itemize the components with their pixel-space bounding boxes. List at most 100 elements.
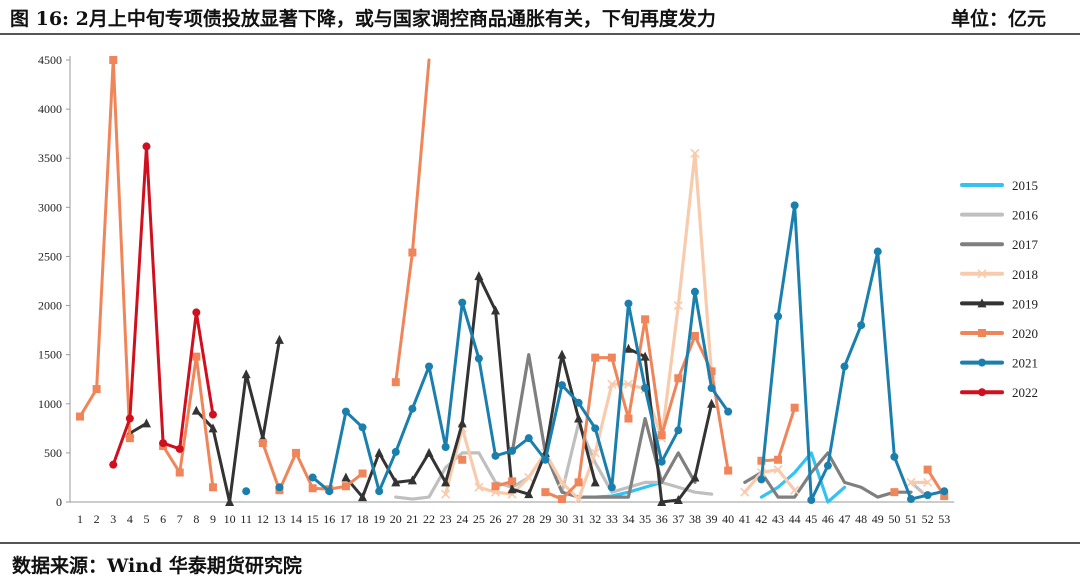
data-point	[474, 482, 484, 492]
data-point	[391, 378, 400, 387]
data-point-stroke	[574, 494, 584, 504]
y-tick-label: 1000	[38, 397, 62, 411]
x-tick-label: 23	[440, 512, 452, 526]
x-tick-label: 27	[506, 512, 518, 526]
data-point	[923, 477, 933, 487]
data-point	[125, 434, 134, 443]
data-point-stroke	[977, 269, 987, 279]
data-point	[690, 472, 700, 482]
chart-legend: 2015 2016 2017 2018 2019 2020 2021 2022	[960, 178, 1039, 400]
legend-label: 2018	[1012, 267, 1038, 282]
data-source: 数据来源：Wind 华泰期货研究院	[12, 555, 302, 577]
data-point	[623, 379, 634, 389]
data-point	[308, 484, 317, 493]
x-tick-label: 52	[922, 512, 934, 526]
x-tick-label: 37	[672, 512, 684, 526]
header-divider	[0, 33, 1080, 35]
x-tick-label: 46	[822, 512, 834, 526]
data-point	[707, 367, 716, 376]
data-point-stroke	[740, 487, 750, 497]
data-point	[241, 369, 251, 379]
legend-label: 2022	[1012, 385, 1038, 400]
y-tick-label: 2500	[38, 249, 62, 263]
x-tick-label: 33	[606, 512, 618, 526]
data-point	[375, 487, 384, 496]
data-point	[508, 446, 517, 455]
x-tick-label: 22	[423, 512, 435, 526]
data-point	[225, 497, 235, 506]
x-tick-label: 4	[127, 512, 133, 526]
data-point	[159, 439, 168, 448]
data-point	[341, 407, 350, 416]
data-point	[341, 482, 350, 491]
data-point	[192, 352, 201, 361]
data-point	[457, 418, 467, 428]
data-point	[191, 405, 201, 415]
unit-label: 单位：亿元	[950, 8, 1046, 30]
series-line	[311, 290, 730, 493]
data-point	[673, 495, 683, 505]
x-tick-label: 16	[323, 512, 335, 526]
data-point	[374, 447, 384, 457]
data-point	[607, 379, 617, 389]
data-point	[673, 300, 683, 311]
data-point	[491, 482, 500, 491]
data-point	[774, 312, 783, 321]
x-tick-label: 3	[110, 512, 116, 526]
series-layer	[76, 56, 949, 506]
data-point	[258, 439, 267, 448]
data-point-stroke	[607, 379, 617, 389]
data-point	[724, 466, 733, 475]
data-point	[341, 472, 351, 482]
data-point	[940, 492, 949, 501]
data-point	[292, 448, 301, 457]
y-tick-label: 3000	[38, 200, 62, 214]
data-point	[773, 465, 783, 475]
x-tick-label: 43	[772, 512, 784, 526]
data-point	[807, 496, 816, 505]
x-tick-label: 40	[722, 512, 734, 526]
x-tick-label: 2	[94, 512, 100, 526]
data-point	[141, 418, 151, 428]
footer-divider	[0, 542, 1080, 544]
data-point	[441, 442, 450, 451]
data-point	[441, 489, 451, 499]
data-point	[109, 460, 118, 469]
legend-label: 2015	[1012, 178, 1038, 193]
x-tick-label: 32	[589, 512, 601, 526]
x-tick-label: 21	[406, 512, 418, 526]
data-point	[890, 488, 899, 497]
x-tick-label: 49	[872, 512, 884, 526]
data-point	[641, 384, 650, 393]
x-tick-label: 13	[273, 512, 285, 526]
data-point	[640, 351, 650, 361]
data-point	[125, 414, 134, 423]
data-point	[690, 287, 699, 296]
data-point	[541, 488, 550, 497]
data-point	[491, 451, 500, 460]
data-point	[424, 447, 434, 457]
legend-item-2019: 2019	[960, 296, 1038, 311]
x-tick-label: 31	[573, 512, 585, 526]
series-line	[743, 451, 913, 499]
data-point	[590, 477, 600, 487]
data-point	[458, 298, 467, 307]
data-point	[674, 374, 683, 383]
data-point	[408, 248, 417, 257]
data-point	[508, 477, 517, 486]
data-point	[923, 465, 932, 474]
data-point	[607, 483, 616, 492]
data-point	[491, 305, 500, 315]
series-line	[743, 467, 797, 494]
data-point-stroke	[474, 482, 484, 492]
legend-label: 2020	[1012, 326, 1038, 341]
data-point	[624, 299, 633, 308]
data-point-stroke	[923, 477, 933, 487]
data-point	[774, 455, 783, 464]
data-point	[977, 298, 987, 308]
data-point	[907, 495, 915, 504]
data-point	[840, 362, 849, 371]
x-tick-label: 38	[689, 512, 701, 526]
data-point	[590, 448, 600, 458]
data-point	[978, 388, 986, 397]
